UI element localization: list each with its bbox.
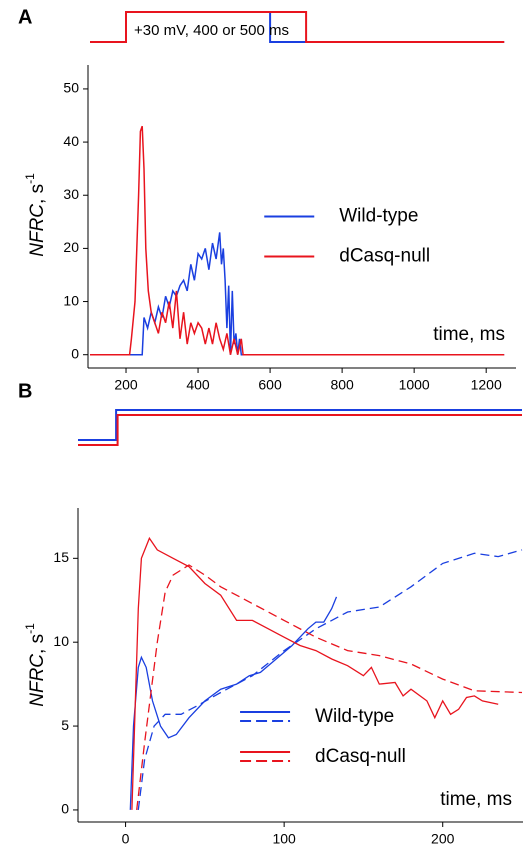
data-line (137, 549, 523, 810)
x-tick-label: 800 (330, 377, 354, 393)
x-axis-label: time, ms (433, 324, 505, 345)
data-line (129, 596, 338, 810)
panel-label: B (18, 380, 32, 402)
y-tick-label: 30 (63, 186, 79, 202)
y-label-sup: -1 (23, 623, 37, 634)
y-tick-label: 15 (53, 549, 69, 565)
stimulus-trace (90, 11, 505, 43)
legend-label: Wild-type (315, 706, 394, 727)
y-tick-label: 10 (53, 633, 69, 649)
y-axis-label: NFRC, s-1 (23, 623, 48, 707)
x-tick-label: 200 (114, 377, 138, 393)
y-label-text: , s (27, 634, 48, 654)
x-axis-label: time, ms (440, 789, 512, 810)
stimulus-trace (78, 414, 522, 446)
y-tick-label: 50 (63, 80, 79, 96)
y-tick-label: 10 (63, 292, 79, 308)
legend-label: dCasq-null (315, 746, 406, 767)
stimulus-trace (78, 409, 522, 441)
y-tick-label: 20 (63, 239, 79, 255)
x-tick-label: 1200 (471, 377, 502, 393)
x-tick-label: 1000 (399, 377, 430, 393)
data-line (90, 125, 505, 356)
x-tick-label: 100 (272, 831, 296, 847)
annotation: +30 mV, 400 or 500 ms (134, 22, 289, 39)
x-tick-label: 400 (186, 377, 210, 393)
y-tick-label: 0 (71, 345, 79, 361)
y-tick-label: 0 (61, 801, 69, 817)
y-label-sup: -1 (23, 173, 37, 184)
panel-label: A (18, 6, 32, 28)
x-tick-label: 200 (431, 831, 455, 847)
y-tick-label: 5 (61, 717, 69, 733)
x-tick-label: 0 (122, 831, 130, 847)
data-line (136, 564, 523, 810)
legend-label: dCasq-null (339, 246, 430, 267)
y-label-text: , s (27, 184, 48, 204)
data-line (90, 232, 505, 356)
y-tick-label: 40 (63, 133, 79, 149)
legend-label: Wild-type (339, 206, 418, 227)
y-axis-label: NFRC, s-1 (23, 173, 48, 257)
y-label-italic: NFRC (27, 204, 48, 257)
x-tick-label: 600 (258, 377, 282, 393)
data-line (131, 536, 499, 810)
y-label-italic: NFRC (27, 654, 48, 707)
